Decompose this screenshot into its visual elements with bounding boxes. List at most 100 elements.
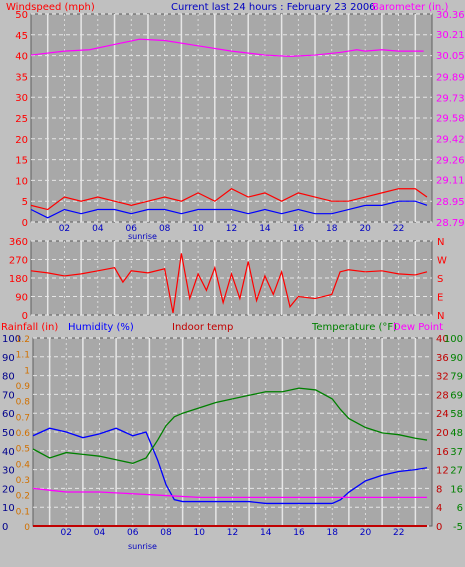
indoor-temp-tick-label: 24 — [436, 409, 449, 420]
series-line-wind-direction — [30, 253, 428, 314]
x-tick-label-10: 10 — [192, 224, 204, 234]
barometer-tick-label: 29.42 — [436, 135, 465, 146]
humidity-tick-label: 70 — [2, 390, 15, 401]
sunrise-label-top: sunrise — [128, 232, 157, 241]
x-tick-label-04: 04 — [92, 224, 104, 234]
indoor-temp-tick-label: 40 — [436, 334, 449, 345]
humidity-tick-label: 30 — [2, 466, 15, 477]
temperature-tick-label: -5 — [453, 522, 463, 533]
temperature-tick-label: 69 — [450, 390, 463, 401]
x-tick-label-14: 14 — [260, 528, 272, 538]
wind-tick-label: 5 — [22, 197, 28, 208]
wind-tick-label: 30 — [15, 93, 28, 104]
x-tick-label-16: 16 — [293, 528, 305, 538]
wind-tick-label: 40 — [15, 52, 28, 63]
x-tick-label-22: 22 — [393, 528, 404, 538]
x-tick-label-08: 08 — [159, 224, 171, 234]
temperature-tick-label: 6 — [457, 503, 463, 514]
humidity-tick-label: 40 — [2, 447, 15, 458]
x-tick-label-14: 14 — [259, 224, 271, 234]
x-tick-label-08: 08 — [160, 528, 172, 538]
x-tick-label-06: 06 — [126, 224, 138, 234]
rainfall-tick-label: 1 — [24, 366, 30, 376]
temperature-tick-label: 37 — [450, 447, 463, 458]
temperature-tick-label: 100 — [444, 334, 463, 345]
x-tick-label-10: 10 — [194, 528, 206, 538]
x-tick-label-22: 22 — [393, 224, 404, 234]
chart-title: Current last 24 hours : February 23 2006 — [171, 2, 376, 13]
humidity-axis-label: Humidity (%) — [68, 322, 134, 333]
humidity-tick-label: 100 — [2, 334, 21, 345]
humidity-tick-label: 90 — [2, 353, 15, 364]
rainfall-tick-label: 0.5 — [16, 445, 30, 455]
indoor-temp-axis-label: Indoor temp — [172, 322, 233, 333]
x-tick-label-12: 12 — [226, 224, 237, 234]
rainfall-axis-label: Rainfall (in) — [1, 322, 58, 333]
rainfall-tick-label: 0 — [24, 523, 30, 533]
series-line-barometer — [30, 38, 424, 57]
series-line-temperature — [32, 387, 428, 465]
barometer-tick-label: 29.73 — [436, 93, 465, 104]
series-line-humidity — [32, 427, 428, 505]
barometer-tick-label: 30.21 — [436, 30, 465, 41]
direction-tick-label: 0 — [22, 311, 28, 322]
x-tick-label-18: 18 — [326, 224, 338, 234]
indoor-temp-tick-label: 36 — [436, 353, 449, 364]
x-tick-label-12: 12 — [227, 528, 238, 538]
barometer-tick-label: 30.05 — [436, 51, 465, 62]
x-tick-label-02: 02 — [61, 528, 72, 538]
rainfall-tick-label: 0.1 — [16, 507, 30, 517]
barometer-tick-label: 29.89 — [436, 72, 465, 83]
barometer-tick-label: 29.11 — [436, 176, 465, 187]
x-tick-label-06: 06 — [127, 528, 139, 538]
wind-tick-label: 0 — [22, 218, 28, 229]
humidity-tick-label: 0 — [2, 522, 8, 533]
rainfall-tick-label: 0.6 — [16, 429, 31, 439]
humidity-tick-label: 20 — [2, 484, 15, 495]
windspeed-axis-label: Windspeed (mph) — [6, 2, 95, 13]
rainfall-tick-label: 0.9 — [16, 382, 31, 392]
indoor-temp-tick-label: 28 — [436, 390, 449, 401]
direction-tick-label: 270 — [9, 256, 28, 267]
direction-tick-label: 90 — [15, 293, 28, 304]
compass-tick-label: N — [437, 237, 444, 248]
indoor-temp-tick-label: 32 — [436, 372, 449, 383]
wind-tick-label: 15 — [15, 156, 28, 167]
wind-tick-label: 20 — [15, 135, 28, 146]
rainfall-tick-label: 0.3 — [16, 476, 30, 486]
series-line-wind-gust — [30, 188, 428, 211]
temperature-axis-label: Temperature (°F) — [311, 322, 397, 333]
indoor-temp-tick-label: 20 — [436, 428, 449, 439]
temperature-tick-label: 27 — [450, 466, 463, 477]
x-tick-label-20: 20 — [360, 528, 372, 538]
compass-tick-label: N — [437, 311, 444, 322]
temperature-tick-label: 48 — [450, 428, 463, 439]
indoor-temp-tick-label: 0 — [436, 522, 442, 533]
indoor-temp-tick-label: 12 — [436, 466, 449, 477]
barometer-tick-label: 29.26 — [436, 156, 465, 167]
direction-tick-label: 180 — [9, 274, 28, 285]
dew-point-axis-label: Dew Point — [393, 322, 443, 333]
series-line-dew-point — [32, 487, 428, 499]
humidity-tick-label: 10 — [2, 503, 15, 514]
compass-tick-label: S — [437, 274, 443, 285]
humidity-tick-label: 80 — [2, 372, 15, 383]
barometer-tick-label: 29.58 — [436, 113, 465, 124]
indoor-temp-tick-label: 8 — [436, 484, 442, 495]
wind-tick-label: 50 — [15, 10, 28, 21]
temperature-tick-label: 90 — [450, 353, 463, 364]
rainfall-tick-label: 1.1 — [16, 351, 30, 361]
sunrise-label-bottom: sunrise — [128, 542, 157, 551]
temperature-tick-label: 79 — [450, 372, 463, 383]
temperature-tick-label: 16 — [450, 484, 463, 495]
x-tick-label-04: 04 — [94, 528, 106, 538]
rainfall-tick-label: 0.8 — [16, 398, 31, 408]
x-tick-label-16: 16 — [293, 224, 305, 234]
humidity-tick-label: 50 — [2, 428, 15, 439]
barometer-axis-label: Barometer (in.) — [372, 2, 448, 13]
x-tick-label-18: 18 — [327, 528, 339, 538]
barometer-tick-label: 30.36 — [436, 10, 465, 21]
direction-tick-label: 360 — [9, 237, 28, 248]
